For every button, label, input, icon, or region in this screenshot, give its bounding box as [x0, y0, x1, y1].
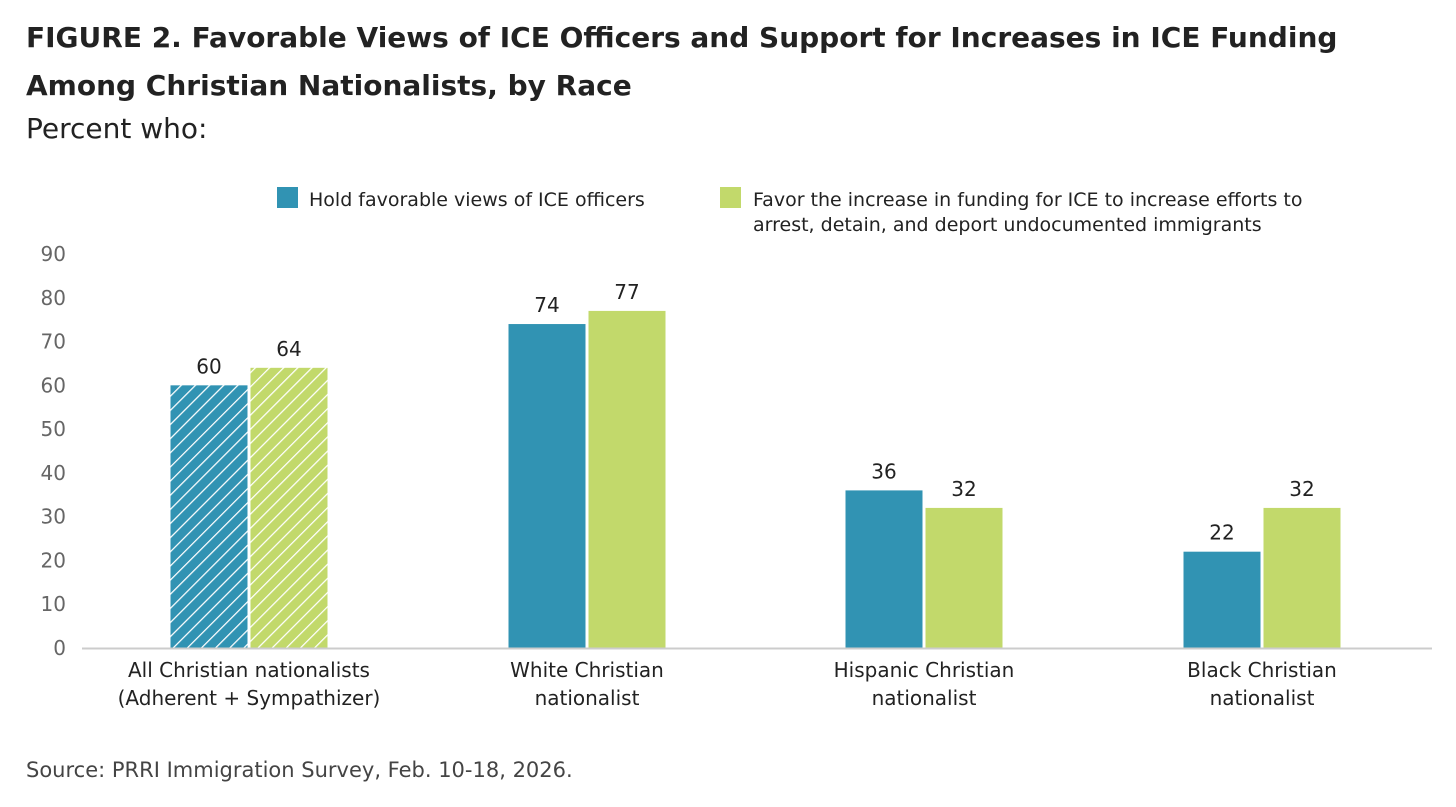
y-tick-label: 80	[41, 286, 66, 310]
data-label: 36	[871, 459, 896, 483]
legend-swatch-1	[277, 187, 298, 208]
chart-title: FIGURE 2. Favorable Views of ICE Officer…	[26, 21, 1338, 102]
y-tick-label: 60	[41, 373, 66, 397]
y-tick-label: 30	[41, 505, 66, 529]
y-tick-label: 10	[41, 592, 66, 616]
x-category-label: All Christian nationalists (Adherent + Sy…	[118, 658, 381, 710]
legend: Hold favorable views of ICE officers Favo…	[277, 187, 1303, 236]
y-tick-label: 40	[41, 461, 66, 485]
data-label: 32	[951, 477, 976, 501]
y-tick-label: 20	[41, 548, 66, 572]
bar-series-2-1	[588, 310, 666, 648]
y-tick-label: 70	[41, 330, 66, 354]
x-category-label: Hispanic Christian nationalist	[834, 658, 1015, 710]
y-axis: 0 10 20 30 40 50 60 70 80 90	[41, 242, 66, 660]
bar-series-1-1	[508, 324, 586, 648]
data-label: 64	[276, 337, 301, 361]
bar-series-1-0	[170, 385, 248, 648]
bar-series-2-0	[250, 367, 328, 648]
source-note: Source: PRRI Immigration Survey, Feb. 10…	[26, 758, 573, 782]
data-label: 60	[196, 354, 221, 378]
legend-label-2: Favor the increase in funding for ICE to…	[753, 189, 1303, 236]
bar-series-1-2	[845, 490, 923, 648]
bar-series-2-3	[1263, 507, 1341, 648]
x-axis: All Christian nationalists (Adherent + Sy…	[118, 658, 1337, 710]
legend-swatch-2	[720, 187, 741, 208]
legend-label-1: Hold favorable views of ICE officers	[309, 189, 645, 211]
data-label: 74	[534, 293, 559, 317]
y-tick-label: 90	[41, 242, 66, 266]
data-label: 22	[1209, 521, 1234, 545]
y-tick-label: 0	[53, 636, 66, 660]
bar-series-2-2	[925, 507, 1003, 648]
x-category-label: White Christian nationalist	[510, 658, 664, 710]
chart-subtitle: Percent who:	[26, 112, 208, 145]
bars: 60 64 74 77 36 32 22 32	[170, 280, 1341, 648]
bar-series-1-3	[1183, 551, 1261, 648]
data-label: 77	[614, 280, 639, 304]
y-tick-label: 50	[41, 417, 66, 441]
x-category-label: Black Christian nationalist	[1187, 658, 1337, 710]
data-label: 32	[1289, 477, 1314, 501]
